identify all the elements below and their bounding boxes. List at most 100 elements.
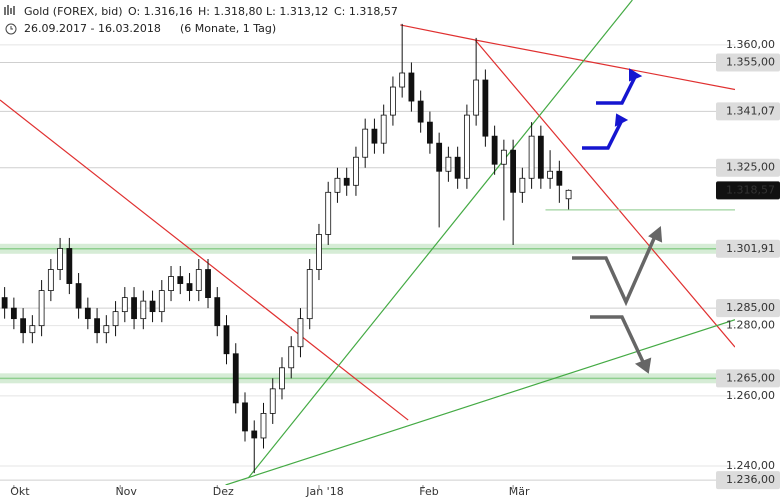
price-label: 1.341,07 <box>726 104 775 117</box>
trendline <box>475 39 735 91</box>
candle-body <box>547 170 553 179</box>
candle-body <box>205 269 211 298</box>
price-label: 1.318,57 <box>726 183 775 196</box>
candle-body <box>353 156 359 186</box>
x-tick-label: Okt <box>10 485 30 498</box>
candle-body <box>408 72 415 102</box>
candle-body <box>288 346 295 369</box>
candle-body <box>325 191 332 235</box>
price-box <box>716 369 780 388</box>
candle-body <box>306 269 313 320</box>
x-tick-label: Mär <box>509 485 530 498</box>
plot-content <box>0 0 735 485</box>
candle-body <box>399 72 406 88</box>
candle-body <box>380 114 387 144</box>
x-tick-label: Dez <box>213 485 234 498</box>
ohlc-label: O: 1.316,16 <box>128 5 193 18</box>
ohlc-label: C: 1.318,57 <box>334 5 398 18</box>
candle-body <box>537 135 544 179</box>
candle-body <box>371 128 378 144</box>
candle-body <box>66 248 73 284</box>
chart-title: Gold (FOREX, bid) <box>24 5 123 18</box>
candle-body <box>500 149 507 165</box>
candle-body <box>297 318 304 348</box>
candle-body <box>436 142 443 172</box>
candle-body <box>232 353 239 404</box>
candle-body <box>131 297 137 320</box>
annotations <box>572 68 663 374</box>
trendline <box>225 319 735 485</box>
arrowhead <box>629 68 643 82</box>
candle-body <box>214 297 221 327</box>
x-tick-label: Nov <box>115 485 137 498</box>
candle-body <box>1 297 8 309</box>
price-box <box>716 102 780 121</box>
candle-body <box>121 297 128 313</box>
trendline <box>474 39 735 348</box>
candle-body <box>158 290 165 313</box>
candle-body <box>223 325 230 355</box>
candle-body <box>84 307 91 320</box>
candle-body <box>343 177 350 186</box>
candle-body <box>565 189 572 200</box>
chart-icon <box>4 5 15 15</box>
candle-body <box>103 325 110 334</box>
candle-body <box>417 100 424 123</box>
candle-body <box>556 170 563 186</box>
candle-body <box>316 234 322 270</box>
candle-body <box>362 128 369 158</box>
candle-body <box>20 318 27 334</box>
candle-body <box>149 300 156 313</box>
arrowhead <box>614 113 629 127</box>
price-label: 1.236,00 <box>726 473 775 486</box>
candle-body <box>94 318 100 334</box>
x-tick-label: Feb <box>419 485 438 498</box>
scenario-arrow <box>572 233 658 307</box>
candle-body <box>519 177 526 193</box>
period: (6 Monate, 1 Tag) <box>180 22 276 35</box>
candle-body <box>454 156 461 179</box>
scenario-arrow <box>590 315 646 365</box>
arrowhead <box>634 357 652 374</box>
trendline <box>247 0 633 479</box>
candle-body <box>177 276 184 284</box>
candle-body <box>47 269 54 291</box>
candle-body <box>279 367 285 390</box>
ohlc-label: H: 1.318,80 <box>198 5 262 18</box>
candle-body <box>473 79 480 116</box>
y-tick-label: 1.260,00 <box>726 389 775 402</box>
clock-icon <box>5 23 17 35</box>
price-label: 1.265,00 <box>726 371 775 384</box>
price-label: 1.325,00 <box>726 161 775 174</box>
arrow-up <box>596 74 638 105</box>
candle-body <box>510 149 517 193</box>
candle-body <box>251 430 258 439</box>
candle-body <box>38 290 45 327</box>
candle-body <box>242 402 248 432</box>
candle-body <box>57 248 63 270</box>
arrowhead <box>648 226 663 243</box>
candle-body <box>29 325 36 334</box>
arrow-up <box>582 119 624 150</box>
price-label: 1.301,91 <box>726 242 775 255</box>
trendline <box>0 99 409 421</box>
candle-body <box>334 177 341 193</box>
candle-body <box>140 300 147 320</box>
price-box <box>716 471 780 490</box>
price-label: 1.355,00 <box>726 55 775 68</box>
candle-body <box>75 283 82 309</box>
price-box <box>716 53 780 72</box>
candle-body <box>482 79 489 137</box>
candle-body <box>10 307 17 320</box>
candle-body <box>491 135 498 165</box>
price-box <box>716 181 780 200</box>
header: Gold (FOREX, bid) O: 1.316,16 H: 1.318,8… <box>4 5 398 35</box>
candle-body <box>445 156 452 172</box>
candle-body <box>186 283 193 291</box>
candle-body <box>269 388 276 414</box>
price-box <box>716 299 780 318</box>
candle-body <box>463 114 470 179</box>
candle-body <box>195 269 202 291</box>
